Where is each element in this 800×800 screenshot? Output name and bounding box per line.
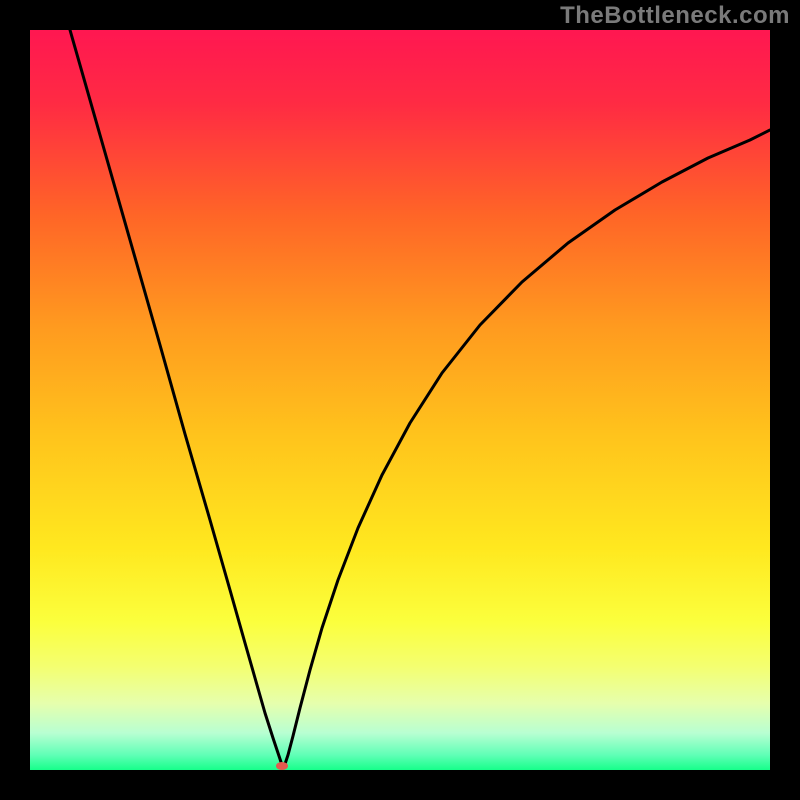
minimum-marker	[276, 762, 288, 770]
chart-frame: TheBottleneck.com	[0, 0, 800, 800]
chart-background	[30, 30, 770, 770]
bottleneck-chart	[30, 30, 770, 770]
plot-area	[30, 30, 770, 770]
watermark-text: TheBottleneck.com	[560, 2, 790, 30]
